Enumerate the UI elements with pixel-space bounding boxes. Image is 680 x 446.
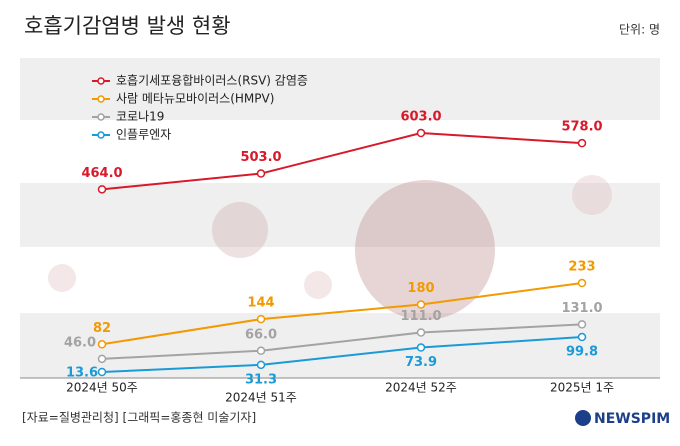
- data-point: [97, 340, 107, 349]
- data-point: [97, 354, 107, 364]
- legend-marker: [97, 95, 105, 103]
- virus-icon: [304, 271, 332, 299]
- data-label: 31.3: [245, 372, 277, 387]
- band: [20, 58, 660, 120]
- x-tick-label: 2024년 50주: [66, 381, 138, 395]
- legend-label: 인플루엔자: [116, 128, 171, 142]
- data-point: [256, 346, 266, 356]
- legend-marker: [97, 131, 105, 139]
- logo-icon: [575, 410, 591, 426]
- data-point: [256, 360, 266, 370]
- data-label: 131.0: [561, 301, 602, 316]
- data-point: [256, 169, 266, 178]
- unit-label: 단위: 명: [619, 23, 660, 37]
- data-label: 578.0: [561, 120, 602, 135]
- data-point: [577, 278, 587, 288]
- data-point: [577, 332, 587, 342]
- source: [자료=질병관리청] [그래픽=홍종현 미술기자]: [22, 411, 256, 425]
- data-point: [416, 128, 426, 138]
- data-label: 503.0: [240, 150, 281, 165]
- legend-marker: [97, 77, 105, 85]
- data-label: 144: [247, 296, 274, 311]
- virus-icon: [355, 180, 495, 320]
- data-point: [577, 320, 587, 329]
- x-tick-label: 2025년 1주: [550, 381, 614, 395]
- data-label: 82: [93, 321, 111, 336]
- data-point: [256, 314, 266, 324]
- legend-marker: [97, 113, 105, 121]
- data-point: [97, 367, 107, 377]
- legend-label: 호흡기세포융합바이러스(RSV) 감염증: [116, 74, 308, 88]
- data-point: [97, 185, 107, 194]
- virus-decoration: [48, 175, 612, 320]
- data-label: 111.0: [400, 309, 441, 324]
- data-label: 233: [568, 260, 595, 275]
- virus-icon: [48, 264, 76, 292]
- logo: NEWSPIM: [594, 411, 670, 427]
- legend-label: 코로나19: [116, 110, 164, 124]
- x-tick-label: 2024년 51주: [225, 391, 297, 405]
- data-point: [577, 138, 587, 148]
- series-line: [101, 336, 583, 373]
- data-label: 46.0: [64, 335, 96, 350]
- chart-title: 호흡기감염병 발생 현황: [24, 14, 231, 38]
- virus-icon: [212, 202, 268, 258]
- x-tick-label: 2024년 52주: [385, 381, 457, 395]
- data-label: 603.0: [400, 110, 441, 125]
- band: [20, 183, 660, 247]
- background-bands: [20, 58, 660, 378]
- data-label: 464.0: [81, 166, 122, 181]
- virus-icon: [572, 175, 612, 215]
- data-point: [416, 343, 426, 352]
- series-line: [101, 282, 583, 346]
- series-line: [101, 131, 583, 191]
- series-line: [101, 323, 583, 360]
- band: [20, 313, 660, 378]
- data-label: 66.0: [245, 327, 277, 342]
- data-label: 73.9: [405, 355, 437, 370]
- data-point: [416, 300, 426, 309]
- legend-label: 사람 메타뉴모바이러스(HMPV): [116, 92, 274, 106]
- data-label: 99.8: [566, 345, 598, 360]
- data-label: 180: [407, 281, 434, 296]
- data-point: [416, 328, 426, 337]
- data-label: 13.6: [66, 366, 98, 381]
